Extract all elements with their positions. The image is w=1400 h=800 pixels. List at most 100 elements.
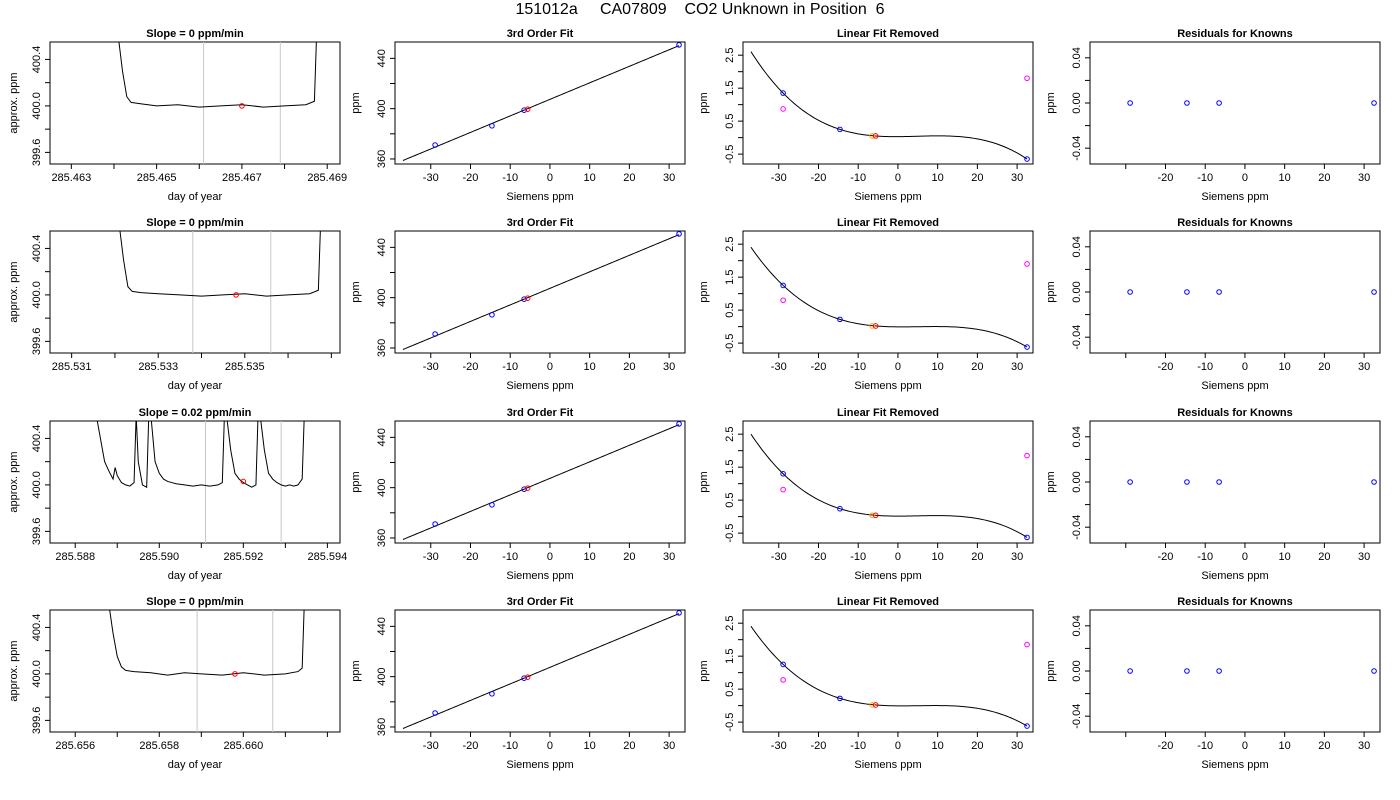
x-tick-label: -10: [850, 551, 866, 563]
data-point-blue: [432, 521, 438, 527]
y-tick-label: 0.00: [1071, 660, 1083, 681]
plot-frame: [49, 609, 341, 733]
data-point-blue: [1216, 479, 1222, 485]
plot-frame: [742, 420, 1034, 544]
data-point-blue: [837, 695, 843, 702]
y-tick-label: 0.5: [724, 302, 736, 317]
x-axis-label: Siemens ppm: [506, 759, 573, 771]
data-point-blue: [489, 501, 495, 508]
fit-curve: [750, 433, 1028, 538]
plot-title: Linear Fit Removed: [837, 596, 939, 608]
x-tick-label: 0: [547, 172, 553, 184]
x-tick-label: -20: [1158, 172, 1174, 184]
x-tick-label: 285.467: [222, 172, 262, 184]
plot-area: [119, 231, 321, 353]
data-point-magenta: [780, 297, 786, 304]
data-point-red: [524, 106, 531, 112]
subplot-r2c2: 3rd Order Fit -30 -20 -10 0 10 20 30 360 400 440 Si…: [350, 217, 686, 392]
x-tick-label: -20: [1158, 740, 1174, 752]
data-point-orange: [869, 702, 875, 708]
fit-curve: [750, 625, 1028, 727]
x-tick-label: 0: [1242, 551, 1248, 563]
plot-title: Slope = 0 ppm/min: [146, 28, 244, 40]
x-tick-label: 20: [623, 740, 635, 752]
x-axis-label: Siemens ppm: [506, 380, 573, 392]
fit-curve: [750, 51, 1028, 160]
data-trace: [109, 610, 305, 676]
data-point-blue: [521, 675, 527, 681]
y-axis-label: ppm: [698, 281, 710, 302]
y-axis-label: ppm: [350, 92, 362, 113]
x-tick-label: 30: [1011, 551, 1023, 563]
plot-title: Residuals for Knowns: [1177, 28, 1293, 40]
plot-area: [750, 246, 1028, 348]
data-point-blue: [1127, 100, 1133, 106]
y-tick-label: 440: [376, 617, 388, 635]
subplot-r2c3: Linear Fit Removed -30 -20 -10 0 10 20 30 -0.5 0.…: [698, 217, 1034, 392]
x-tick-label: 20: [623, 551, 635, 563]
x-axis-label: day of year: [168, 570, 223, 582]
x-tick-label: 0: [895, 172, 901, 184]
x-tick-label: 0: [1242, 361, 1248, 373]
x-tick-label: 30: [1011, 172, 1023, 184]
y-tick-label: 0.5: [724, 492, 736, 507]
y-tick-label: 399.6: [31, 518, 43, 546]
y-tick-label: 2.5: [724, 237, 736, 252]
x-tick-label: -30: [423, 740, 439, 752]
data-point-blue: [676, 421, 682, 427]
data-point-magenta: [1024, 641, 1030, 648]
x-tick-label: 10: [932, 740, 944, 752]
subplot-r3c1: Slope = 0.02 ppm/min 285.588 285.590 285.59…: [8, 407, 347, 582]
plot-frame: [394, 420, 686, 544]
x-tick-label: 10: [584, 740, 596, 752]
subplot-r4c4: Residuals for Knowns -20 -10 0 10 20 30 -0.04 0.…: [1045, 596, 1381, 771]
x-tick-label: 30: [663, 172, 675, 184]
y-tick-label: 400.4: [31, 46, 43, 74]
data-point-blue: [837, 505, 843, 512]
plot-area: [118, 42, 317, 164]
x-tick-label: -10: [502, 361, 518, 373]
plot-title: Linear Fit Removed: [837, 28, 939, 40]
subplot-r2c1: Slope = 0 ppm/min 285.531 285.533 285.535 39…: [8, 217, 341, 392]
subplot-r3c2: 3rd Order Fit -30 -20 -10 0 10 20 30 360 400 440 Si…: [350, 407, 686, 582]
plot-title: Residuals for Knowns: [1177, 217, 1293, 229]
x-tick-label: 10: [932, 172, 944, 184]
plot-title: Residuals for Knowns: [1177, 596, 1293, 608]
plot-area: [402, 613, 680, 729]
data-point-blue: [432, 710, 438, 716]
x-tick-label: 0: [1242, 172, 1248, 184]
y-tick-label: 0.04: [1071, 236, 1083, 257]
plot-title: Residuals for Knowns: [1177, 407, 1293, 419]
data-point-red: [232, 671, 238, 677]
x-axis-label: Siemens ppm: [854, 191, 921, 203]
x-tick-label: -20: [811, 740, 827, 752]
data-point-blue: [1371, 289, 1377, 295]
plot-area: [96, 421, 305, 543]
y-axis-label: ppm: [1045, 92, 1057, 113]
y-axis-label: ppm: [698, 92, 710, 113]
data-point-blue: [521, 107, 527, 113]
y-tick-label: -0.5: [724, 145, 736, 164]
y-tick-label: 399.6: [31, 139, 43, 167]
subplot-r1c4: Residuals for Knowns -20 -10 0 10 20 30 -0.04 0.…: [1045, 28, 1381, 203]
page-title: 151012a CA07809 CO2 Unknown in Position …: [515, 1, 885, 18]
x-tick-label: -10: [502, 551, 518, 563]
data-point-blue: [676, 610, 682, 616]
x-tick-label: -30: [423, 551, 439, 563]
data-point-blue: [489, 311, 495, 318]
data-point-magenta: [1024, 75, 1030, 82]
x-tick-label: -10: [1197, 361, 1213, 373]
data-point-blue: [1127, 289, 1133, 295]
x-tick-label: 285.463: [51, 172, 91, 184]
x-tick-label: 285.660: [223, 740, 263, 752]
x-tick-label: 10: [932, 551, 944, 563]
y-tick-label: -0.04: [1071, 136, 1083, 161]
y-tick-label: 360: [376, 339, 388, 357]
data-point-blue: [1127, 668, 1133, 674]
data-point-blue: [1371, 668, 1377, 674]
data-point-blue: [1184, 479, 1190, 485]
x-tick-label: 30: [1358, 740, 1370, 752]
x-tick-label: 285.590: [139, 551, 179, 563]
y-tick-label: 0.5: [724, 681, 736, 696]
data-trace: [118, 42, 317, 108]
